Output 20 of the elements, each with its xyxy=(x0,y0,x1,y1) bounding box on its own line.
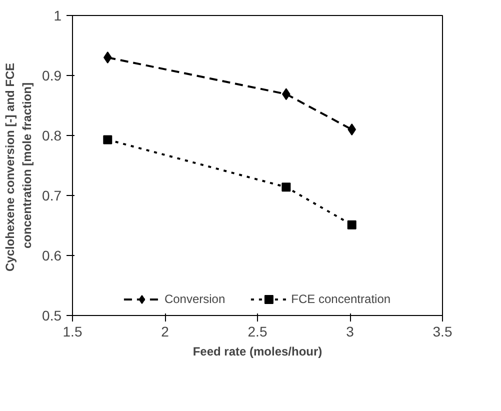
x-tick-label: 3 xyxy=(346,324,354,340)
y-tick-label: 0.8 xyxy=(42,128,62,144)
x-tick-label: 1.5 xyxy=(62,324,82,340)
x-tick-label: 3.5 xyxy=(432,324,452,340)
point xyxy=(347,220,356,230)
x-tick-label: 2 xyxy=(161,324,170,340)
point xyxy=(103,135,112,144)
legend-label: Conversion xyxy=(164,292,226,306)
x-tick-label: 2.5 xyxy=(248,324,268,340)
y-tick-label: 0.5 xyxy=(42,308,62,324)
point xyxy=(103,52,112,64)
y-axis-title: Cyclohexene conversion [-] and FCE concentration [mole fraction] xyxy=(3,62,34,272)
point xyxy=(348,124,356,136)
point xyxy=(282,182,291,192)
y-tick-label: 0.7 xyxy=(42,188,62,204)
y-tick-label: 1 xyxy=(54,8,62,24)
y-tick-label: 0.6 xyxy=(42,248,62,264)
y-tick-label: 0.9 xyxy=(42,68,62,84)
legend-label: FCE concentration xyxy=(291,292,391,306)
x-axis-title: Feed rate (moles/hour) xyxy=(192,344,322,358)
